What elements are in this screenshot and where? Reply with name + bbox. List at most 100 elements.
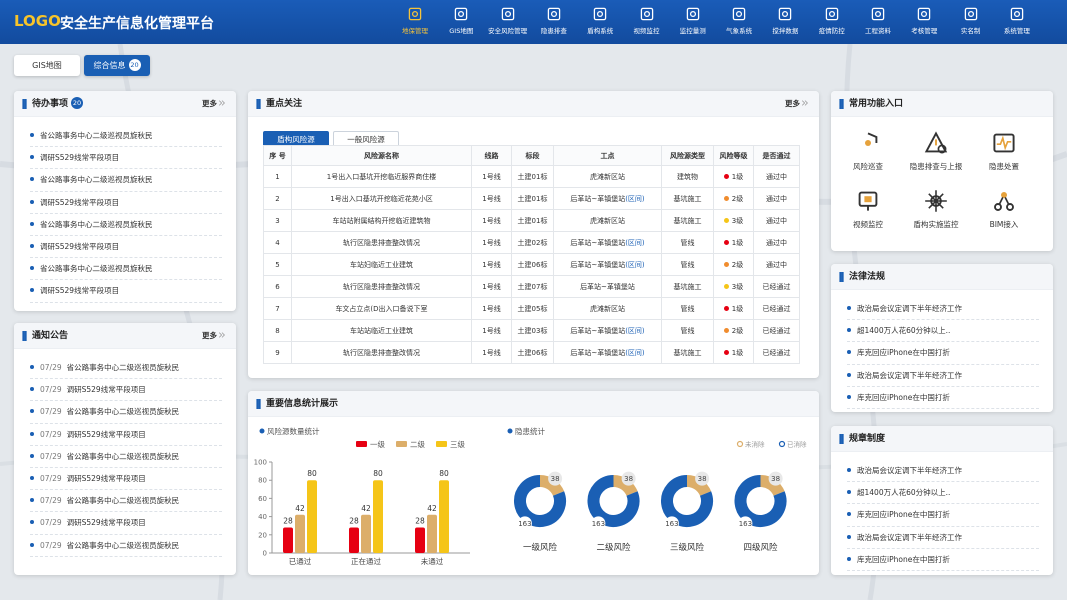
- risk-table: 序 号风险源名称 线路 标段 工点 风险源类型 风险等级 是否通过 1 1号出入口基坑开挖临近服…: [263, 145, 800, 364]
- icon: [993, 133, 1015, 153]
- nav-item[interactable]: 实名制: [948, 6, 994, 35]
- header-row: 序 号风险源名称 线路 标段 工点 风险源类型 风险等级 是否通过: [263, 145, 800, 166]
- quick-item[interactable]: 盾构实施监控: [891, 189, 981, 230]
- list-item[interactable]: 库克回应iPhone在中国打折: [847, 504, 1039, 527]
- more-link[interactable]: 更多: [202, 323, 226, 349]
- cell: 后革站~革镇堡站(区间): [553, 319, 662, 342]
- nav-item[interactable]: 隐患排查: [531, 6, 577, 35]
- cell: 9: [263, 341, 292, 364]
- site: 后革站~革镇堡站: [570, 348, 626, 357]
- cell: 轨行区隐患排查整改情况: [291, 341, 472, 364]
- bar: [373, 480, 383, 553]
- nav-item[interactable]: 地保管理: [392, 6, 438, 35]
- bullet: [30, 520, 34, 525]
- item-text: 库克回应iPhone在中国打折: [857, 510, 950, 520]
- panel: 重要信息统计展示 风险源数量统计 一级 二级 三级 0 20 40 60 80 100 已通过 28 42…: [248, 391, 819, 575]
- list-item[interactable]: 07/29 省公路事务中心二级巡视员旋秋民: [30, 401, 222, 424]
- list-item[interactable]: 调研S529线常平段项目: [30, 236, 222, 259]
- list-item[interactable]: 07/29 调研S529线常平段项目: [30, 424, 222, 446]
- quick-item[interactable]: 隐患处置: [959, 131, 1049, 172]
- cell: 通过中: [753, 209, 800, 232]
- list-item[interactable]: 库克回应iPhone在中国打折: [847, 549, 1039, 571]
- title-marker: [22, 331, 25, 341]
- list-item[interactable]: 政治局会议定调下半年经济工作: [847, 365, 1039, 387]
- list-item[interactable]: 库克回应iPhone在中国打折: [847, 342, 1039, 365]
- cell: 车站站附属结构开挖临近建筑物: [291, 209, 472, 232]
- list-item[interactable]: 07/29 省公路事务中心二级巡视员旋秋民: [30, 357, 222, 380]
- cell: 管线: [661, 231, 714, 254]
- value-badge: [768, 471, 783, 486]
- bar: [427, 514, 437, 553]
- donut-value-label: 38: [771, 475, 780, 483]
- nav-item[interactable]: 系统管理: [994, 6, 1040, 35]
- list-item[interactable]: 07/29 省公路事务中心二级巡视员旋秋民: [30, 490, 222, 513]
- list-item[interactable]: 超1400万人花60分钟以上..: [847, 320, 1039, 343]
- list-item[interactable]: 政治局会议定调下半年经济工作: [847, 527, 1039, 549]
- nav-item[interactable]: 盾构系统: [577, 6, 623, 35]
- icon: [218, 332, 225, 338]
- nav-item[interactable]: GIS地图: [438, 6, 484, 35]
- list-item[interactable]: 省公路事务中心二级巡视员旋秋民: [30, 258, 222, 281]
- item-text: 省公路事务中心二级巡视员旋秋民: [66, 496, 180, 506]
- list-item[interactable]: 调研S529线常平段项目: [30, 192, 222, 214]
- icon: [455, 7, 468, 21]
- list-item[interactable]: 省公路事务中心二级巡视员旋秋民: [30, 214, 222, 236]
- site: 后革站~革镇堡站: [570, 326, 626, 335]
- item-date: 07/29: [40, 385, 62, 395]
- bullet: [847, 394, 851, 399]
- bar-value-label: 80: [307, 469, 317, 478]
- cell: 管线: [661, 319, 714, 342]
- bullet: [30, 453, 34, 458]
- list-item[interactable]: 07/29 省公路事务中心二级巡视员旋秋民: [30, 446, 222, 468]
- level: 2级: [731, 326, 744, 335]
- list-item[interactable]: 超1400万人花60分钟以上..: [847, 482, 1039, 505]
- nav-item[interactable]: 气象系统: [716, 6, 762, 35]
- tab[interactable]: GIS地图: [14, 55, 80, 76]
- bar: [295, 514, 305, 553]
- x-tick-label: 未通过: [421, 556, 444, 566]
- nav-item[interactable]: 疫情防控: [809, 6, 855, 35]
- list-item[interactable]: 07/29 调研S529线常平段项目: [30, 379, 222, 402]
- list-item[interactable]: 07/29 调研S529线常平段项目: [30, 512, 222, 535]
- bar: [415, 527, 425, 553]
- cell: 1: [263, 165, 292, 188]
- list-item[interactable]: 政治局会议定调下半年经济工作: [847, 298, 1039, 321]
- list-item[interactable]: 调研S529线常平段项目: [30, 280, 222, 303]
- quick-item[interactable]: 视频监控: [831, 189, 913, 230]
- table-row: 3 车站站附属结构开挖临近建筑物 1号线 土建01标 虎滩新区站 基坑施工 3级 通过中: [263, 209, 800, 232]
- list-item[interactable]: 省公路事务中心二级巡视员旋秋民: [30, 169, 222, 192]
- tab[interactable]: 综合信息 20: [84, 55, 150, 76]
- cell: 2级: [713, 253, 754, 276]
- nav-item[interactable]: 工程资料: [855, 6, 901, 35]
- list-item[interactable]: 07/29 调研S529线常平段项目: [30, 468, 222, 491]
- site: 虎滩新区站: [590, 216, 625, 225]
- quick-item[interactable]: 隐患排查与上报: [891, 131, 981, 172]
- list-item[interactable]: 政治局会议定调下半年经济工作: [847, 460, 1039, 483]
- list: 07/29 省公路事务中心二级巡视员旋秋民 07/29 调研S529线常平段项目 07/…: [14, 349, 236, 557]
- site-segment: (区间): [625, 326, 645, 335]
- title-marker: [839, 99, 842, 109]
- bar-value-label: 28: [415, 517, 425, 526]
- list-item[interactable]: 省公路事务中心二级巡视员旋秋民: [30, 125, 222, 148]
- cell: 后革站~革镇堡站(区间): [553, 231, 662, 254]
- list-item[interactable]: 调研S529线常平段项目: [30, 147, 222, 170]
- nav-item[interactable]: 搅拌数据: [762, 6, 808, 35]
- site: 后革站~革镇堡站: [570, 194, 626, 203]
- nav-item[interactable]: 安全风险管理: [485, 6, 531, 35]
- cell: 1号线: [471, 297, 512, 320]
- quick-item[interactable]: 风险巡查: [831, 131, 913, 172]
- quick-item[interactable]: BIM接入: [959, 189, 1049, 230]
- item-text: 省公路事务中心二级巡视员旋秋民: [40, 131, 153, 140]
- icon: [408, 7, 422, 21]
- list-item[interactable]: 07/29 省公路事务中心二级巡视员旋秋民: [30, 535, 222, 557]
- cell: 3级: [713, 275, 754, 298]
- level: 3级: [731, 216, 744, 225]
- more-link[interactable]: 更多: [202, 91, 226, 117]
- legend-dot: [736, 440, 744, 448]
- cell: 轨行区隐患排查整改情况: [291, 275, 472, 298]
- more-link[interactable]: 更多: [785, 91, 809, 117]
- nav-item[interactable]: 考核管理: [901, 6, 947, 35]
- nav-item[interactable]: 视频监控: [624, 6, 670, 35]
- nav-item[interactable]: 监控量测: [670, 6, 716, 35]
- list-item[interactable]: 库克回应iPhone在中国打折: [847, 387, 1039, 409]
